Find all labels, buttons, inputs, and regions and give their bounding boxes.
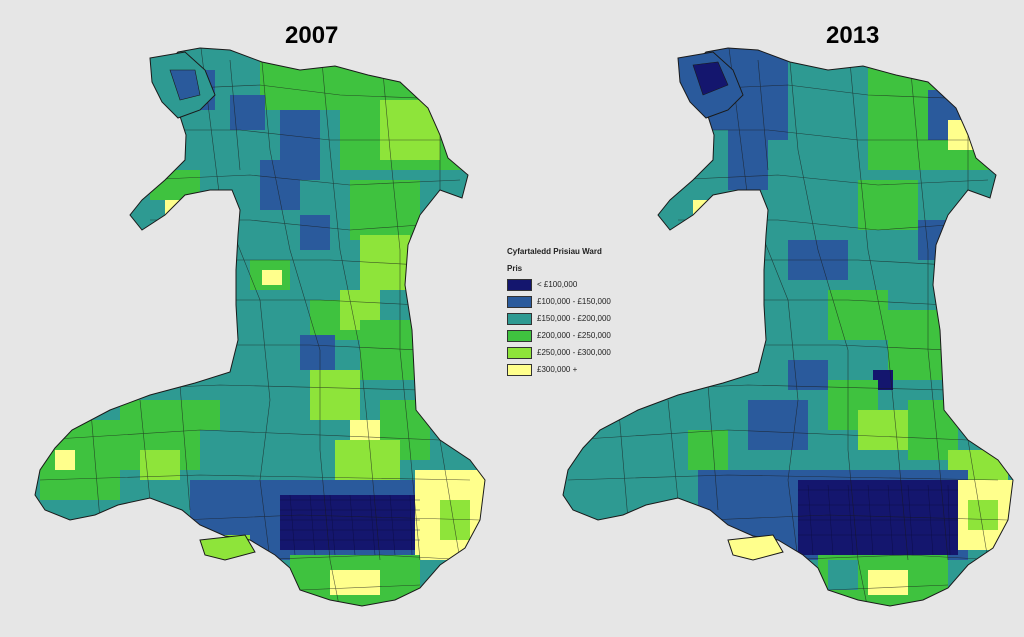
map-title-2013: 2013 — [826, 22, 880, 49]
map-title-2007: 2007 — [285, 22, 339, 49]
legend-label: £150,000 - £200,000 — [537, 314, 611, 323]
legend-label: £300,000 + — [537, 365, 578, 374]
legend-label: < £100,000 — [537, 280, 578, 289]
map-2007 — [34, 47, 486, 607]
legend-swatch — [507, 295, 532, 308]
legend-swatch — [507, 312, 532, 325]
legend-title: Cyfartaledd Prisiau Ward — [507, 247, 602, 256]
legend-item: £150,000 - £200,000 — [507, 312, 637, 325]
legend-swatch — [507, 329, 532, 342]
legend-item: £300,000 + — [507, 363, 637, 376]
legend-item: £200,000 - £250,000 — [507, 329, 637, 342]
map-legend: Cyfartaledd Prisiau Ward Pris < £100,000… — [507, 247, 637, 380]
legend-swatch — [507, 363, 532, 376]
legend-label: £250,000 - £300,000 — [537, 348, 611, 357]
legend-swatch — [507, 346, 532, 359]
legend-swatch — [507, 278, 532, 291]
legend-item: £250,000 - £300,000 — [507, 346, 637, 359]
legend-label: £100,000 - £150,000 — [537, 297, 611, 306]
legend-item: £100,000 - £150,000 — [507, 295, 637, 308]
legend-item: < £100,000 — [507, 278, 637, 291]
legend-label: £200,000 - £250,000 — [537, 331, 611, 340]
legend-subtitle: Pris — [507, 264, 523, 273]
